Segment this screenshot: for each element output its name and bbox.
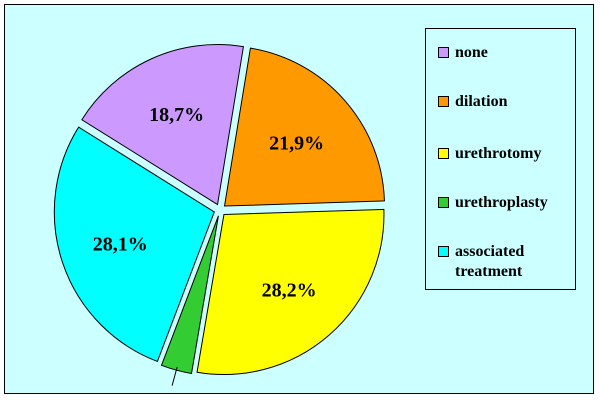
legend-swatch-urethroplasty [438,197,449,208]
legend-swatch-none [438,47,449,58]
legend-item-dilation: dilation [438,92,507,112]
legend-swatch-associated-treatment [438,246,449,257]
legend-label-associated-treatment: associated treatment [455,243,525,280]
pie-value-label-none: 18,7% [149,104,204,126]
legend-swatch-urethrotomy [438,148,449,159]
pie-slice-associated-treatment [53,126,215,363]
legend-label-urethrotomy: urethrotomy [455,145,542,162]
legend-label-dilation: dilation [455,93,508,110]
pie-value-label-urethrotomy: 28,2% [262,279,317,301]
pie-slice-urethrotomy [196,208,385,375]
pie-slice-dilation [223,47,385,207]
legend-item-none: none [438,43,488,63]
chart-area: 18,7% 21,9% 28,2% 3,1% 28,1% none dilation u… [4,4,594,395]
legend: none dilation urethrotomy urethroplasty … [425,28,576,290]
pie-value-label-urethroplasty: 3,1% [159,394,204,395]
pie-slices [53,44,385,375]
pie-value-labels: 18,7% 21,9% 28,2% 3,1% 28,1% [93,104,324,395]
legend-label-urethroplasty: urethroplasty [455,194,548,211]
pie-slice-none [81,44,245,206]
pie-value-label-dilation: 21,9% [269,133,324,155]
pie-value-label-associated-treatment: 28,1% [93,234,148,256]
legend-swatch-dilation [438,96,449,107]
pie-chart: 18,7% 21,9% 28,2% 3,1% 28,1% [53,44,385,395]
legend-item-urethroplasty: urethroplasty [438,193,548,213]
pie-leader-line-urethroplasty [171,366,178,386]
legend-label-none: none [455,44,488,61]
legend-item-associated-treatment: associated treatment [438,242,524,282]
legend-item-urethrotomy: urethrotomy [438,144,542,164]
